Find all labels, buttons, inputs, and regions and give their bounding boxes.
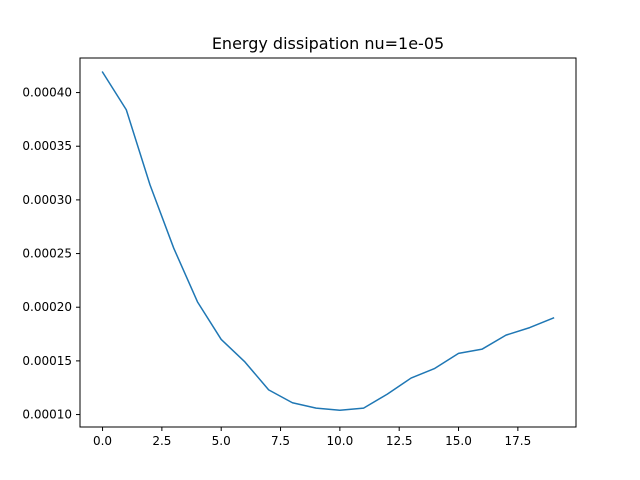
data-point [553, 317, 555, 319]
y-tick-label: 0.00015 [22, 354, 72, 368]
x-tick-label: 12.5 [386, 434, 413, 448]
data-point [292, 402, 294, 404]
data-point [315, 407, 317, 409]
data-point [529, 327, 531, 329]
data-point [434, 368, 436, 370]
x-tick-label: 10.0 [327, 434, 354, 448]
data-point [220, 339, 222, 341]
plot-area [80, 58, 576, 427]
data-point [268, 389, 270, 391]
x-tick-label: 0.0 [93, 434, 112, 448]
data-point [244, 361, 246, 363]
data-point [505, 334, 507, 336]
data-point [458, 353, 460, 355]
y-tick-label: 0.00030 [22, 193, 72, 207]
data-point [410, 377, 412, 379]
data-point [481, 348, 483, 350]
x-tick-label: 5.0 [212, 434, 231, 448]
x-axis: 0.0 2.5 5.0 7.5 10.0 12.5 15.0 17.5 [93, 427, 531, 448]
data-point [339, 409, 341, 411]
plot-frame [79, 57, 577, 428]
x-tick-label: 17.5 [504, 434, 531, 448]
y-axis: 0.00010 0.00015 0.00020 0.00025 0.00030 0.000… [22, 86, 80, 422]
data-point [173, 247, 175, 249]
y-tick-label: 0.00010 [22, 408, 72, 422]
data-point [197, 301, 199, 303]
y-tick-label: 0.00035 [22, 139, 72, 153]
data-point [149, 184, 151, 186]
chart-title: Energy dissipation nu=1e-05 [212, 34, 444, 53]
data-point [387, 393, 389, 395]
y-tick-label: 0.00020 [22, 300, 72, 314]
series-layer [101, 71, 555, 412]
data-point [102, 71, 104, 73]
x-tick-label: 2.5 [152, 434, 171, 448]
data-point [363, 407, 365, 409]
x-tick-label: 7.5 [271, 434, 290, 448]
y-tick-label: 0.00040 [22, 86, 72, 100]
data-point [125, 109, 127, 111]
x-tick-label: 15.0 [445, 434, 472, 448]
y-tick-label: 0.00025 [22, 247, 72, 261]
series-line [101, 71, 555, 412]
